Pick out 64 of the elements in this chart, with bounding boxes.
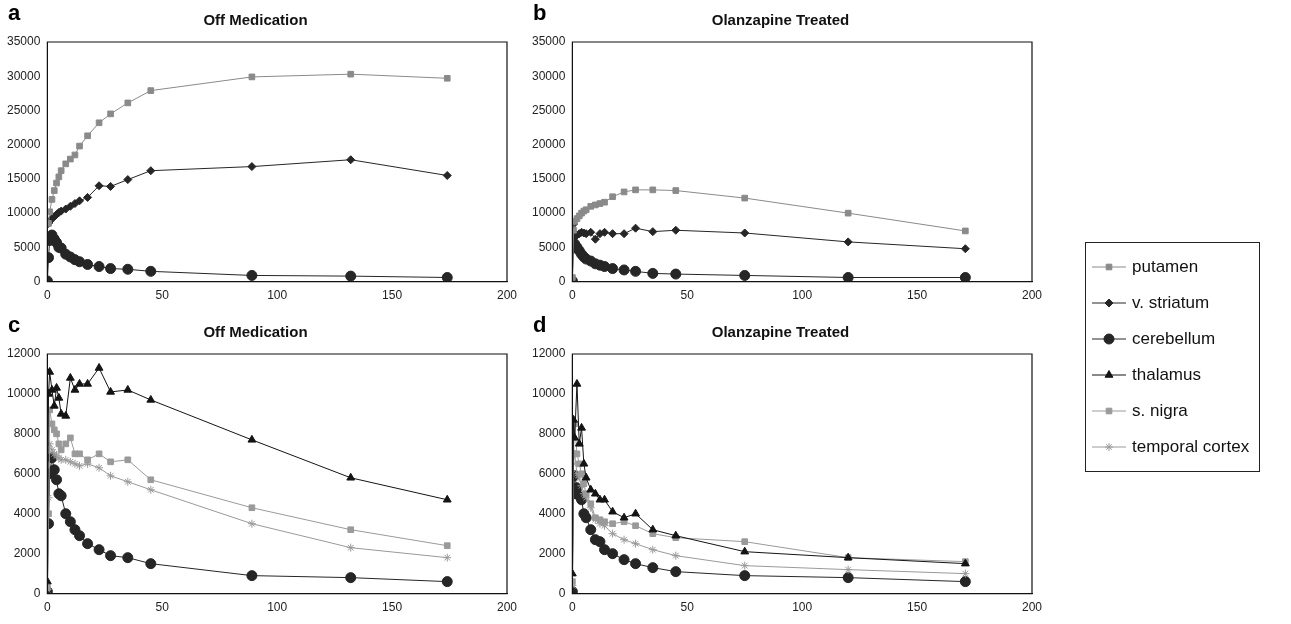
y-tick-label: 2000	[13, 545, 41, 560]
y-tick-label: 10000	[531, 205, 566, 220]
x-tick-label: 150	[382, 288, 403, 303]
x-tick-label: 50	[680, 288, 695, 303]
x-tick-label: 0	[569, 288, 577, 303]
x-tick-label: 0	[44, 600, 52, 615]
y-tick-label: 20000	[531, 137, 566, 151]
x-tick-label: 0	[44, 288, 52, 303]
y-tick-label: 10000	[531, 386, 566, 401]
y-tick-label: 4000	[13, 506, 41, 521]
y-tick-label: 25000	[6, 102, 41, 117]
y-tick-label: 15000	[6, 171, 41, 186]
text: a	[8, 0, 21, 26]
y-tick-label: 4000	[538, 506, 566, 521]
y-tick-label: 30000	[531, 68, 566, 83]
y-tick-label: 25000	[531, 102, 566, 117]
y-tick-label: 35000	[6, 34, 41, 49]
legend-label: temporal cortex	[1132, 437, 1250, 457]
chart-title: Olanzapine Treated	[711, 323, 850, 341]
y-tick-label: 15000	[531, 171, 566, 186]
chart-title: Off Medication	[203, 323, 308, 341]
text: c	[8, 312, 21, 338]
legend-label: cerebellum	[1132, 329, 1216, 349]
x-tick-label: 200	[1021, 288, 1043, 303]
legend-label: v. striatum	[1132, 293, 1210, 313]
x-tick-label: 150	[907, 600, 928, 615]
y-tick-label: 10000	[6, 386, 41, 401]
y-tick-label: 0	[558, 273, 566, 288]
y-tick-label: 5000	[538, 239, 566, 254]
x-tick-label: 100	[792, 600, 813, 615]
y-tick-label: 0	[33, 585, 41, 600]
x-tick-label: 100	[267, 288, 288, 303]
y-tick-label: 0	[558, 585, 566, 600]
legend-label: s. nigra	[1132, 401, 1188, 421]
chart-title: Olanzapine Treated	[711, 11, 850, 29]
y-tick-label: 2000	[538, 545, 566, 560]
x-tick-label: 0	[569, 600, 577, 615]
x-tick-label: 200	[1021, 600, 1043, 615]
x-tick-label: 150	[382, 600, 403, 615]
x-tick-label: 50	[680, 600, 695, 615]
y-tick-label: 5000	[13, 239, 41, 254]
legend-label: thalamus	[1132, 365, 1201, 385]
legend-label: putamen	[1132, 257, 1199, 277]
x-tick-label: 200	[496, 288, 518, 303]
y-tick-label: 35000	[531, 34, 566, 49]
y-tick-label: 0	[33, 273, 41, 288]
y-tick-label: 8000	[538, 426, 566, 441]
y-tick-label: 20000	[6, 137, 41, 151]
chart-title: Off Medication	[203, 11, 308, 29]
y-tick-label: 12000	[531, 346, 566, 361]
y-tick-label: 6000	[538, 466, 566, 481]
x-tick-label: 150	[907, 288, 928, 303]
x-tick-label: 50	[155, 288, 170, 303]
text: b	[533, 0, 547, 26]
x-tick-label: 50	[155, 600, 170, 615]
y-tick-label: 8000	[13, 426, 41, 441]
x-tick-label: 200	[496, 600, 518, 615]
text: d	[533, 312, 547, 338]
x-tick-label: 100	[792, 288, 813, 303]
y-tick-label: 10000	[6, 205, 41, 220]
x-tick-label: 100	[267, 600, 288, 615]
y-tick-label: 6000	[13, 466, 41, 481]
y-tick-label: 30000	[6, 68, 41, 83]
y-tick-label: 12000	[6, 346, 41, 361]
